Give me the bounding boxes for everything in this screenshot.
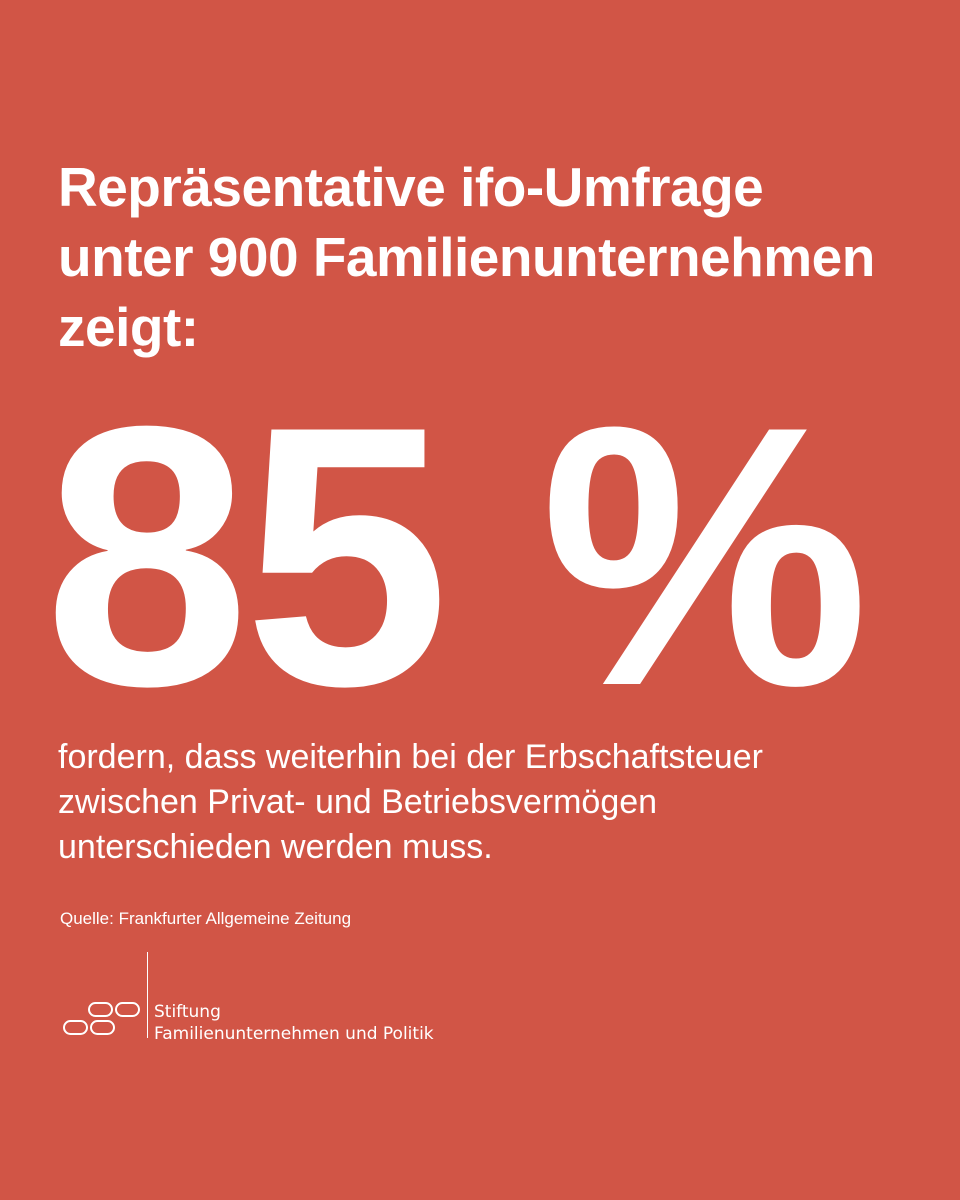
source-note: Quelle: Frankfurter Allgemeine Zeitung [60,909,352,928]
logo-divider [147,952,148,1038]
headline-line-3: zeigt: [58,296,199,358]
headline: Repräsentative ifo-Umfrage unter 900 Fam… [58,152,938,362]
linked-rounded-rectangles-icon [63,1002,140,1035]
statement-line-1: fordern, dass weiterhin bei der Erbschaf… [58,738,763,776]
statement-line-2: zwischen Privat- und Betriebsvermögen [58,783,658,821]
statement-text: fordern, dass weiterhin bei der Erbschaf… [58,735,918,870]
logo-line-1: Stiftung [154,1002,221,1022]
headline-line-1: Repräsentative ifo-Umfrage [58,156,764,218]
headline-line-2: unter 900 Familienunternehmen [58,226,875,288]
logo-line-2: Familienunternehmen und Politik [154,1024,434,1044]
foundation-logo: Stiftung Familienunternehmen und Politik [62,952,442,1045]
statement-line-3: unterschieden werden muss. [58,828,493,866]
key-statistic: 85 % [44,350,869,763]
logo-wordmark: Stiftung Familienunternehmen und Politik [154,1001,434,1045]
